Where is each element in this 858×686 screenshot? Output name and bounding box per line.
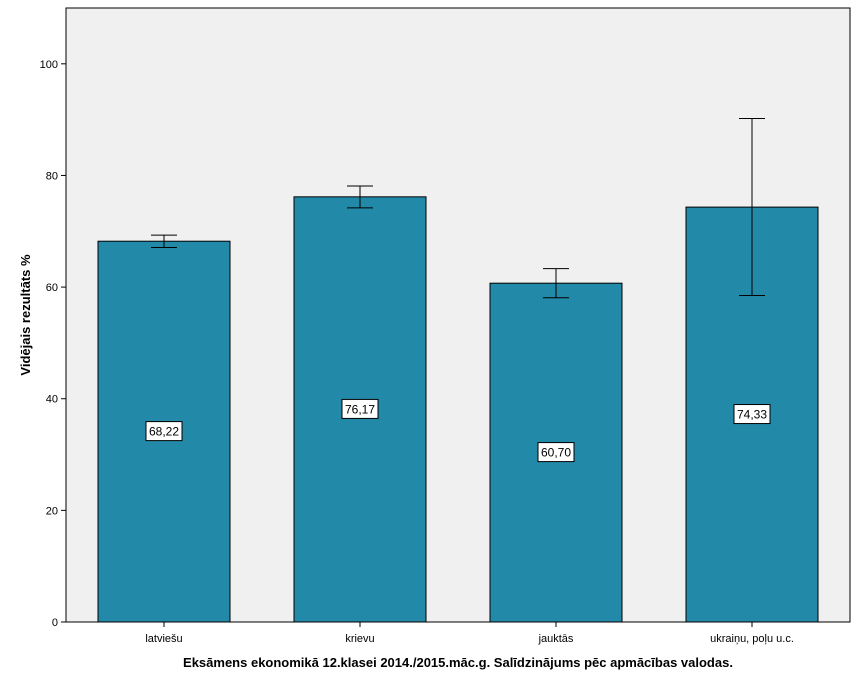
axis-layer: 0 20 40 60 80 100 latviešu krievu jauktās ukraiņu… bbox=[40, 59, 794, 645]
y-tick-label: 0 bbox=[52, 617, 58, 629]
data-label: 60,70 bbox=[541, 446, 571, 460]
data-label: 74,33 bbox=[737, 408, 767, 422]
y-tick-label: 100 bbox=[40, 59, 58, 71]
data-label-box bbox=[341, 398, 379, 419]
bars-layer: 68,22 76,17 60,70 74,33 bbox=[97, 118, 819, 623]
data-label-box bbox=[145, 421, 183, 442]
data-label-box bbox=[733, 404, 771, 425]
x-tick-label: jauktās bbox=[538, 633, 574, 645]
y-tick-label: 40 bbox=[46, 394, 58, 406]
y-tick-label: 60 bbox=[46, 282, 58, 294]
data-label: 68,22 bbox=[149, 425, 179, 439]
y-axis-title: Vidējais rezultāts % bbox=[18, 254, 33, 376]
x-tick-label: ukraiņu, poļu u.c. bbox=[710, 633, 794, 645]
data-label: 76,17 bbox=[345, 402, 375, 416]
x-tick-label: latviešu bbox=[145, 633, 182, 645]
y-tick-label: 80 bbox=[46, 170, 58, 182]
data-label-box bbox=[537, 442, 575, 463]
x-tick-label: krievu bbox=[345, 633, 374, 645]
x-axis-title: Eksāmens ekonomikā 12.klasei 2014./2015.… bbox=[183, 655, 733, 670]
y-tick-label: 20 bbox=[46, 505, 58, 517]
